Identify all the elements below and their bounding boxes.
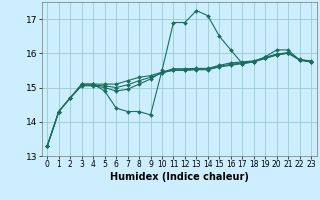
X-axis label: Humidex (Indice chaleur): Humidex (Indice chaleur) [110,172,249,182]
